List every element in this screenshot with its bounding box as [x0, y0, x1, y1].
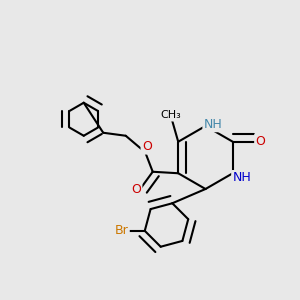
Text: O: O — [255, 135, 265, 148]
Text: NH: NH — [232, 171, 251, 184]
Text: CH₃: CH₃ — [160, 110, 181, 120]
Text: Br: Br — [115, 224, 128, 237]
Text: NH: NH — [204, 118, 222, 131]
Text: O: O — [142, 140, 152, 153]
Text: O: O — [131, 183, 141, 196]
